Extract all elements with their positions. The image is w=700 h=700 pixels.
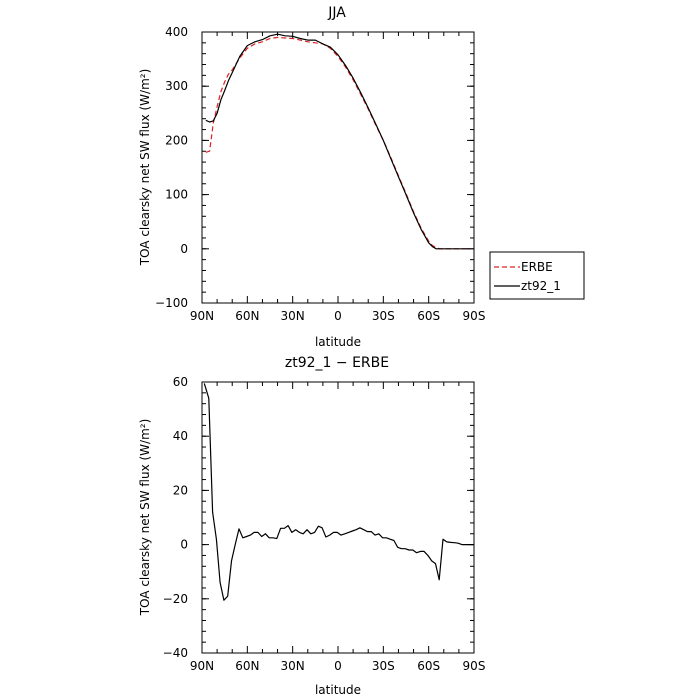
y-tick-label: −20 <box>163 592 188 606</box>
chart-bottom-plot-frame <box>201 381 475 654</box>
chart-bottom-xlabel: latitude <box>315 683 361 697</box>
x-tick-label: 60S <box>417 659 440 673</box>
y-tick-label: 0 <box>180 538 188 552</box>
chart-bottom-series <box>203 383 474 601</box>
legend-zt92-label: zt92_1 <box>521 279 561 293</box>
x-tick-label: 0 <box>334 659 342 673</box>
y-tick-label: −100 <box>155 296 188 310</box>
chart-top-legend: ERBE zt92_1 <box>489 251 585 300</box>
legend-erbe-label: ERBE <box>521 260 553 274</box>
chart-bottom: zt92_1 − ERBE 90N 60N 30N 0 30S 60S 90S −40 −20 0… <box>138 355 485 697</box>
chart-bottom-title: zt92_1 − ERBE <box>285 355 389 371</box>
y-tick-label: 400 <box>165 25 188 39</box>
y-tick-label: 200 <box>165 133 188 147</box>
x-tick-label: 30N <box>281 309 305 323</box>
x-tick-label: 60S <box>417 309 440 323</box>
chart-top-plot-frame <box>201 31 475 304</box>
y-tick-label: 60 <box>173 375 188 389</box>
chart-top-ylabel: TOA clearsky net SW flux (W/m²) <box>138 69 152 267</box>
y-tick-label: 40 <box>173 429 188 443</box>
chart-top: JJA 90N 60N 30N 0 30S 60S 90S −100 0 100 200 300 400… <box>138 5 585 349</box>
x-tick-label: 30S <box>372 309 395 323</box>
legend-frame <box>489 251 585 300</box>
x-tick-label: 60N <box>235 659 259 673</box>
y-tick-label: 300 <box>165 79 188 93</box>
x-tick-label: 30N <box>281 659 305 673</box>
y-tick-label: 20 <box>173 483 188 497</box>
x-tick-label: 30S <box>372 659 395 673</box>
chart-top-ticks: 90N 60N 30N 0 30S 60S 90S −100 0 100 200 300 400 <box>155 25 485 323</box>
x-tick-label: 90N <box>190 659 214 673</box>
x-tick-label: 60N <box>235 309 259 323</box>
y-tick-label: 0 <box>180 242 188 256</box>
y-tick-label: 100 <box>165 188 188 202</box>
x-tick-label: 0 <box>334 309 342 323</box>
x-tick-label: 90S <box>463 659 486 673</box>
x-tick-label: 90S <box>463 309 486 323</box>
series-line-zt92-1 <box>205 33 471 250</box>
y-tick-label: −40 <box>163 646 188 660</box>
series-line-difference <box>203 383 474 601</box>
chart-top-series <box>205 33 471 250</box>
series-line-erbe <box>205 36 471 250</box>
chart-top-title: JJA <box>327 5 346 21</box>
chart-top-xlabel: latitude <box>315 335 361 349</box>
x-tick-label: 90N <box>190 309 214 323</box>
chart-bottom-ylabel: TOA clearsky net SW flux (W/m²) <box>138 419 152 617</box>
chart-bottom-ticks: 90N 60N 30N 0 30S 60S 90S −40 −20 0 20 40 60 <box>163 375 486 673</box>
